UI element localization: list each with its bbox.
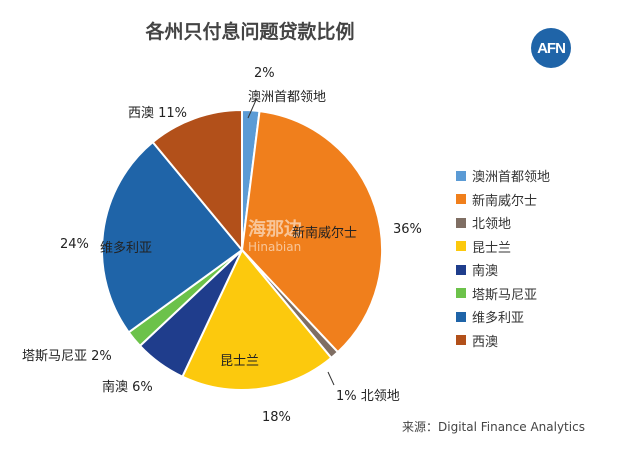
chart-title: 各州只付息问题贷款比例 xyxy=(145,21,355,43)
legend-item: 北领地 xyxy=(456,211,550,235)
data-label: 新南威尔士 xyxy=(292,226,358,241)
data-label: 澳洲首都领地 xyxy=(248,90,327,105)
leader-line xyxy=(247,99,257,119)
data-label: 西澳 11% xyxy=(128,106,188,121)
legend-swatch xyxy=(456,288,466,299)
source-note: 来源：Digital Finance Analytics xyxy=(402,420,585,434)
legend-swatch xyxy=(456,241,466,252)
legend-swatch xyxy=(456,170,466,181)
legend-swatch xyxy=(456,217,466,228)
legend-item: 南澳 xyxy=(456,258,550,282)
legend-item: 塔斯马尼亚 xyxy=(456,282,550,306)
watermark-cn: 海那边 xyxy=(248,219,302,240)
data-label: 36% xyxy=(393,222,422,237)
pie-slice-6 xyxy=(101,140,244,334)
data-label: 塔斯马尼亚 2% xyxy=(22,349,112,364)
data-label: 1% 北领地 xyxy=(336,389,400,404)
afn-logo: AFN xyxy=(531,28,571,68)
leader-line xyxy=(327,371,335,386)
legend-swatch xyxy=(456,264,466,275)
legend-label: 塔斯马尼亚 xyxy=(472,287,538,303)
watermark-en: Hinabian xyxy=(248,240,302,254)
legend-label: 昆士兰 xyxy=(472,240,512,256)
legend-item: 澳洲首都领地 xyxy=(456,164,550,188)
data-label: 2% xyxy=(254,66,275,81)
legend-label: 北领地 xyxy=(472,217,512,233)
legend-item: 西澳 xyxy=(456,329,550,353)
legend-item: 昆士兰 xyxy=(456,235,550,259)
legend-label: 西澳 xyxy=(472,334,499,350)
legend-item: 新南威尔士 xyxy=(456,188,550,212)
pie-slice-1 xyxy=(240,109,383,354)
data-label: 维多利亚 xyxy=(100,241,153,256)
data-label: 24% xyxy=(60,237,89,252)
data-label: 南澳 6% xyxy=(102,380,153,395)
legend-swatch xyxy=(456,335,466,346)
legend-label: 新南威尔士 xyxy=(472,193,538,209)
data-label: 18% xyxy=(262,410,291,425)
legend-label: 南澳 xyxy=(472,264,499,280)
legend-label: 维多利亚 xyxy=(472,311,525,327)
legend-label: 澳洲首都领地 xyxy=(472,170,551,186)
legend-item: 维多利亚 xyxy=(456,305,550,329)
legend-swatch xyxy=(456,194,466,205)
pie-slice-7 xyxy=(151,108,243,253)
legend-swatch xyxy=(456,311,466,322)
data-label: 昆士兰 xyxy=(220,354,260,369)
legend: 澳洲首都领地 新南威尔士北领地昆士兰南澳塔斯马尼亚维多利亚西澳 xyxy=(456,164,550,352)
pie-slice-3 xyxy=(181,248,333,391)
